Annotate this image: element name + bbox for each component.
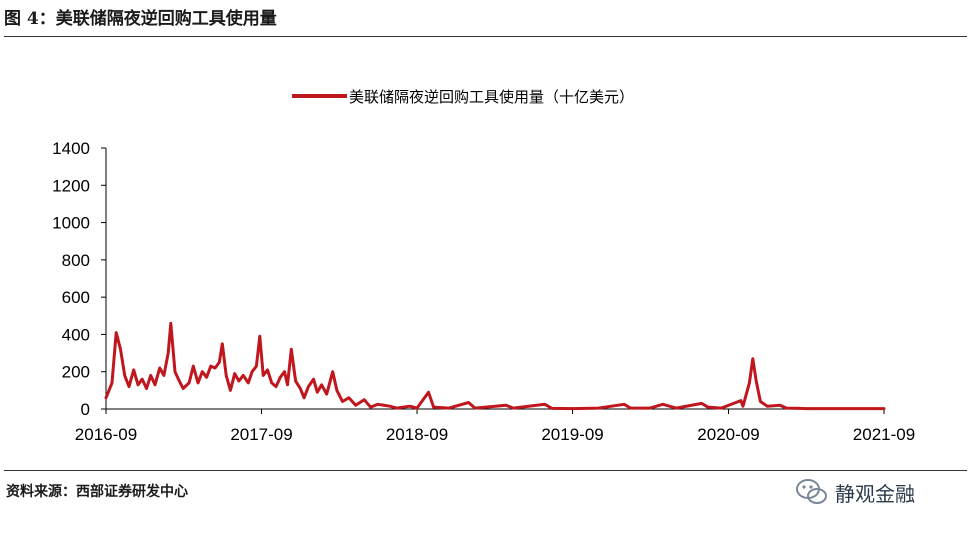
chart-axes (105, 148, 884, 410)
series-line (104, 321, 886, 411)
y-tick-label: 1200 (52, 176, 90, 195)
watermark-text: 静观金融 (835, 481, 915, 506)
y-axis-ticks: 0 200 400 600 800 1000 1200 1400 (52, 139, 106, 419)
x-tick-label: 2018-09 (386, 425, 448, 444)
x-tick-label: 2017-09 (230, 425, 292, 444)
legend-label: 美联储隔夜逆回购工具使用量（十亿美元） (349, 88, 634, 106)
figure-title: 图 4：美联储隔夜逆回购工具使用量 (4, 9, 277, 29)
x-tick-label: 2019-09 (541, 425, 603, 444)
bottom-divider (4, 470, 967, 471)
series-group (104, 321, 886, 411)
y-tick-label: 400 (62, 325, 90, 344)
y-tick-label: 1400 (52, 139, 90, 158)
source-note: 资料来源：西部证券研发中心 (6, 484, 188, 500)
y-tick-label: 800 (62, 251, 90, 270)
y-tick-label: 0 (81, 400, 90, 419)
y-tick-label: 1000 (52, 214, 90, 233)
x-tick-label: 2016-09 (75, 425, 137, 444)
y-tick-label: 200 (62, 363, 90, 382)
x-tick-label: 2020-09 (697, 425, 759, 444)
watermark: 静观金融 (795, 475, 915, 509)
wechat-icon (796, 479, 827, 504)
x-axis-ticks: 2016-09 2017-09 2018-09 2019-09 2020-09 2021-… (75, 409, 915, 444)
x-tick-label: 2021-09 (853, 425, 915, 444)
y-tick-label: 600 (62, 288, 90, 307)
chart-legend: 美联储隔夜逆回购工具使用量（十亿美元） (292, 88, 634, 106)
top-divider (4, 36, 967, 37)
